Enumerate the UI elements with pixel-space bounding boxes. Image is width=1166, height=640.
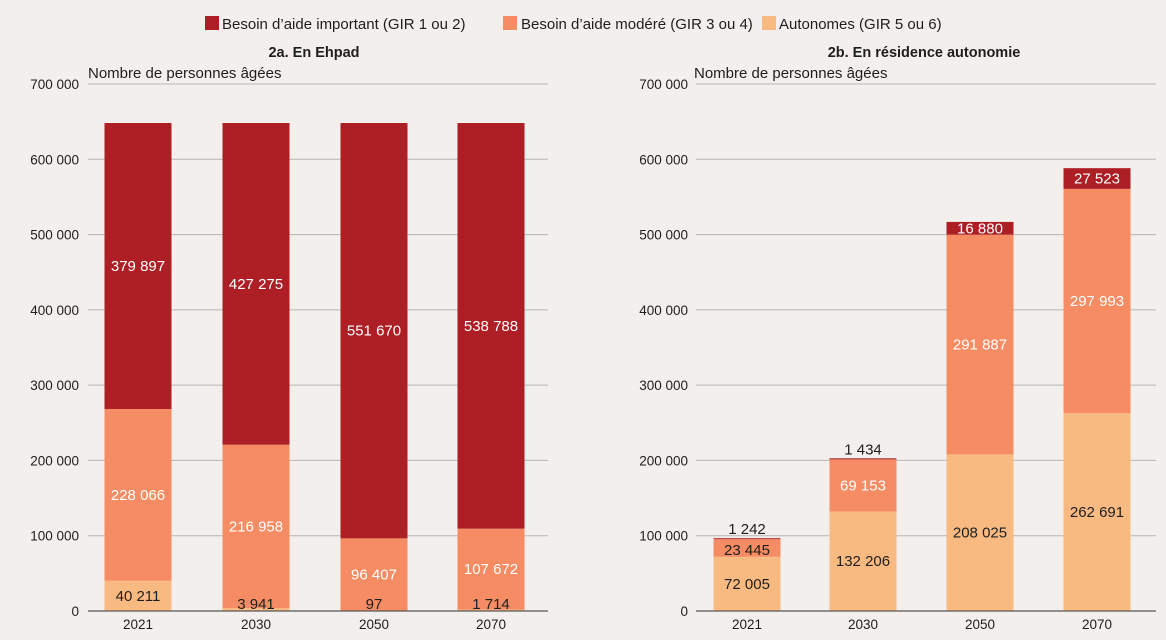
data-label: 23 445 (724, 542, 770, 559)
y-tick-label: 600 000 (30, 152, 79, 167)
y-tick-label: 0 (680, 604, 688, 619)
legend-item: Autonomes (GIR 5 ou 6) (762, 16, 942, 33)
bar-segment (104, 580, 172, 611)
bar-segment (1063, 413, 1131, 611)
legend-label: Autonomes (GIR 5 ou 6) (779, 16, 942, 33)
bar-segment (946, 221, 1014, 235)
data-label: 1 434 (844, 441, 882, 458)
y-tick-label: 700 000 (639, 77, 688, 92)
bar-segment (829, 511, 897, 611)
y-tick-label: 100 000 (639, 529, 688, 544)
bar-segment (713, 539, 781, 557)
y-tick-label: 300 000 (30, 378, 79, 393)
x-tick-label: 2021 (123, 617, 153, 632)
bar-segment (713, 556, 781, 611)
bar-segment (829, 458, 897, 460)
data-label: 3 941 (237, 596, 275, 613)
legend-swatch (205, 16, 219, 30)
bar-segment (457, 123, 525, 529)
x-tick-label: 2021 (732, 617, 762, 632)
bar-segment (1063, 188, 1131, 414)
legend-swatch (503, 16, 517, 30)
panel-residence-autonomie: 2b. En résidence autonomie Nombre de pers… (639, 45, 1156, 632)
data-label: 216 958 (229, 518, 283, 535)
bar-segment (222, 608, 290, 611)
data-label: 72 005 (724, 576, 770, 593)
data-label: 132 206 (836, 553, 890, 570)
y-tick-label: 500 000 (30, 228, 79, 243)
bars (104, 123, 525, 611)
x-tick-label: 2070 (476, 617, 506, 632)
data-label: 228 066 (111, 487, 165, 504)
data-labels: 72 005 23 445 1 242 132 206 69 153 1 434 208 0… (724, 171, 1124, 593)
y-tick-label: 400 000 (639, 303, 688, 318)
x-tick-label: 2050 (359, 617, 389, 632)
y-tick-label: 500 000 (639, 228, 688, 243)
bar-segment (457, 609, 525, 611)
y-tick-label: 100 000 (30, 529, 79, 544)
legend-label: Besoin d’aide modéré (GIR 3 ou 4) (521, 16, 753, 33)
bar-segment (946, 234, 1014, 455)
data-label: 538 788 (464, 318, 518, 335)
bars (713, 168, 1131, 611)
x-tick-label: 2050 (965, 617, 995, 632)
data-label: 69 153 (840, 477, 886, 494)
data-label: 40 211 (116, 588, 161, 605)
y-tick-label: 600 000 (639, 152, 688, 167)
panel-title: 2b. En résidence autonomie (828, 45, 1021, 61)
bar-segment (1063, 168, 1131, 189)
data-label: 262 691 (1070, 504, 1124, 521)
panel-ehpad: 2a. En Ehpad Nombre de personnes âgées 0 10… (30, 45, 548, 632)
y-tick-label: 400 000 (30, 303, 79, 318)
bar-segment (713, 538, 781, 540)
data-label: 427 275 (229, 276, 283, 293)
bar-segment (222, 444, 290, 609)
panel-title: 2a. En Ehpad (268, 45, 359, 61)
y-axis-label: Nombre de personnes âgées (88, 65, 281, 82)
data-label: 27 523 (1074, 171, 1120, 188)
y-tick-label: 300 000 (639, 378, 688, 393)
y-axis-label: Nombre de personnes âgées (694, 65, 887, 82)
bar-segment (340, 123, 408, 539)
bar-segment (104, 409, 172, 581)
bar-segment (340, 538, 408, 611)
legend-item: Besoin d’aide important (GIR 1 ou 2) (205, 16, 465, 33)
y-tick-label: 0 (71, 604, 79, 619)
legend-swatch (762, 16, 776, 30)
bar-segment (946, 454, 1014, 611)
data-label: 208 025 (953, 525, 1007, 542)
x-tick-label: 2070 (1082, 617, 1112, 632)
legend: Besoin d’aide important (GIR 1 ou 2) Beso… (205, 16, 942, 33)
data-label: 1 242 (728, 521, 766, 538)
bar-segment (457, 528, 525, 610)
data-labels: 40 211 228 066 379 897 3 941 216 958 427 275 9… (111, 258, 518, 613)
data-label: 1 714 (472, 596, 510, 613)
y-tick-label: 200 000 (30, 453, 79, 468)
data-label: 96 407 (351, 567, 397, 584)
bar-segment (104, 123, 172, 410)
bar-segment (222, 123, 290, 445)
data-label: 16 880 (957, 220, 1003, 237)
data-label: 291 887 (953, 337, 1007, 354)
x-tick-label: 2030 (241, 617, 271, 632)
data-label: 551 670 (347, 323, 401, 340)
bar-segment (829, 459, 897, 512)
y-tick-label: 700 000 (30, 77, 79, 92)
data-label: 379 897 (111, 258, 165, 275)
data-label: 97 (366, 596, 383, 613)
legend-item: Besoin d’aide modéré (GIR 3 ou 4) (503, 16, 753, 33)
data-label: 107 672 (464, 561, 518, 578)
data-label: 297 993 (1070, 293, 1124, 310)
legend-label: Besoin d’aide important (GIR 1 ou 2) (222, 16, 465, 33)
x-tick-label: 2030 (848, 617, 878, 632)
y-tick-label: 200 000 (639, 453, 688, 468)
